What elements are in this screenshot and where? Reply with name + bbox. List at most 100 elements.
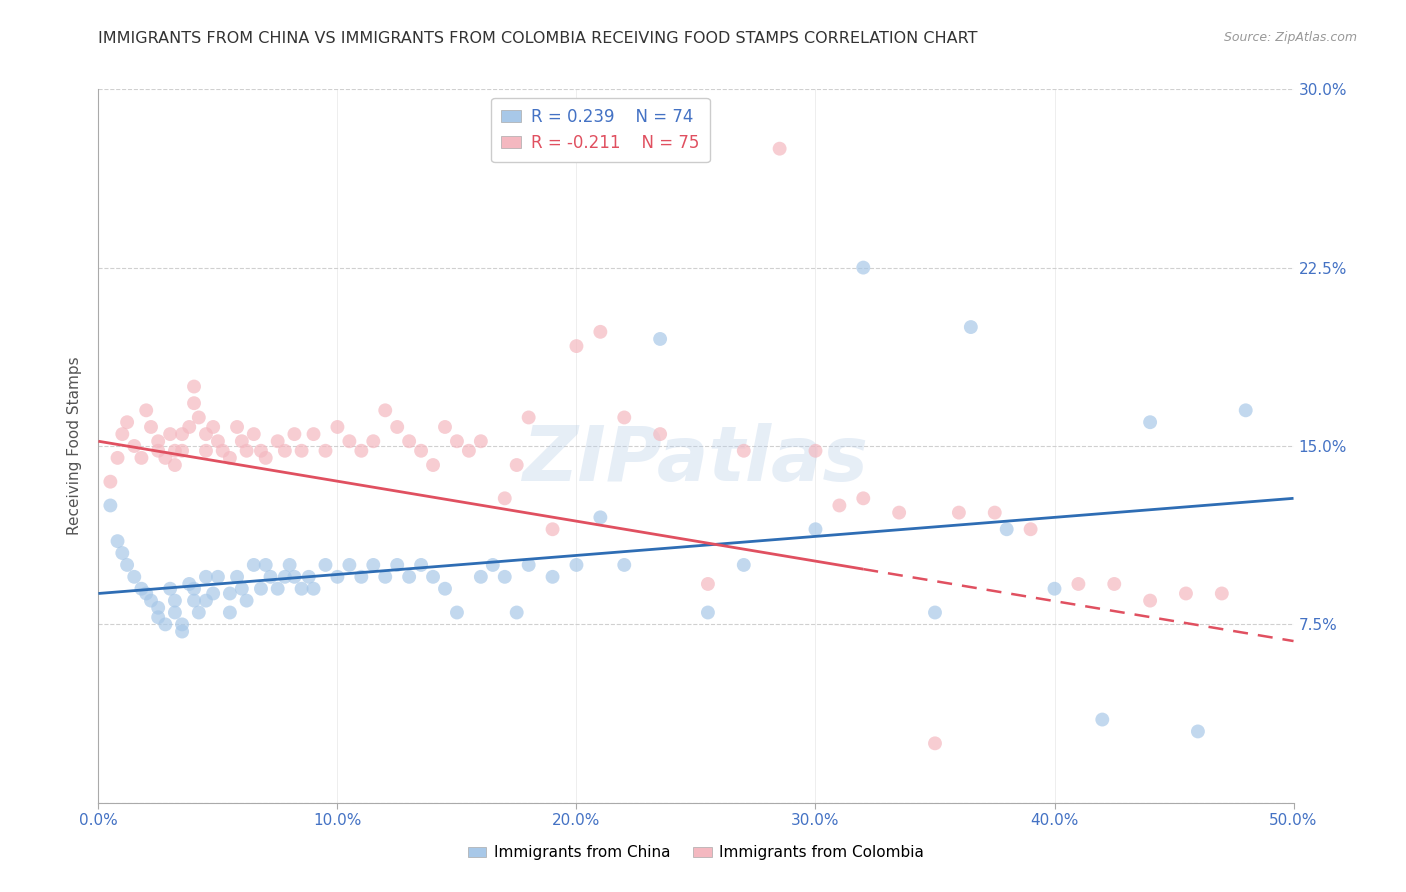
Point	[363, 434, 385, 449]
Point	[326, 570, 349, 584]
Point	[283, 570, 305, 584]
Text: IMMIGRANTS FROM CHINA VS IMMIGRANTS FROM COLOMBIA RECEIVING FOOD STAMPS CORRELAT: IMMIGRANTS FROM CHINA VS IMMIGRANTS FROM…	[98, 31, 979, 46]
Point	[172, 624, 194, 639]
Point	[111, 427, 134, 442]
Point	[183, 582, 205, 596]
Point	[613, 410, 636, 425]
Point	[163, 593, 186, 607]
Point	[131, 450, 153, 465]
Point	[194, 570, 218, 584]
Point	[115, 558, 138, 572]
Point	[267, 582, 290, 596]
Text: ZIPatlas: ZIPatlas	[523, 424, 869, 497]
Point	[1175, 586, 1198, 600]
Point	[107, 450, 129, 465]
Point	[155, 450, 177, 465]
Point	[1102, 577, 1125, 591]
Point	[211, 443, 233, 458]
Point	[374, 403, 396, 417]
Point	[948, 506, 970, 520]
Point	[179, 420, 201, 434]
Point	[291, 582, 314, 596]
Point	[959, 320, 981, 334]
Point	[984, 506, 1007, 520]
Point	[202, 420, 225, 434]
Point	[159, 582, 181, 596]
Point	[278, 558, 301, 572]
Point	[124, 439, 146, 453]
Point	[1091, 713, 1114, 727]
Point	[733, 558, 755, 572]
Point	[183, 379, 205, 393]
Point	[422, 570, 444, 584]
Point	[648, 332, 672, 346]
Point	[235, 443, 257, 458]
Point	[374, 570, 396, 584]
Point	[1139, 593, 1161, 607]
Point	[648, 427, 672, 442]
Point	[207, 570, 229, 584]
Point	[411, 443, 433, 458]
Text: Source: ZipAtlas.com: Source: ZipAtlas.com	[1223, 31, 1357, 45]
Point	[155, 617, 177, 632]
Point	[98, 499, 122, 513]
Point	[298, 570, 321, 584]
Point	[506, 606, 529, 620]
Point	[315, 558, 337, 572]
Point	[148, 443, 170, 458]
Point	[254, 558, 277, 572]
Point	[422, 458, 444, 472]
Point	[339, 434, 360, 449]
Point	[148, 600, 170, 615]
Point	[350, 570, 373, 584]
Point	[613, 558, 636, 572]
Point	[363, 558, 385, 572]
Point	[1067, 577, 1090, 591]
Point	[481, 558, 505, 572]
Point	[541, 570, 564, 584]
Point	[565, 558, 588, 572]
Point	[274, 570, 297, 584]
Point	[148, 610, 170, 624]
Point	[995, 522, 1018, 536]
Point	[148, 434, 170, 449]
Point	[446, 434, 468, 449]
Point	[250, 443, 273, 458]
Point	[398, 434, 420, 449]
Point	[115, 415, 138, 429]
Point	[398, 570, 420, 584]
Point	[172, 443, 194, 458]
Point	[302, 582, 325, 596]
Point	[924, 736, 946, 750]
Point	[1187, 724, 1209, 739]
Point	[1019, 522, 1042, 536]
Point	[194, 443, 218, 458]
Point	[697, 606, 720, 620]
Point	[226, 570, 249, 584]
Point	[470, 434, 492, 449]
Point	[124, 570, 146, 584]
Point	[804, 522, 827, 536]
Point	[163, 443, 186, 458]
Point	[187, 606, 209, 620]
Point	[589, 325, 612, 339]
Point	[1139, 415, 1161, 429]
Point	[411, 558, 433, 572]
Point	[446, 606, 468, 620]
Point	[589, 510, 612, 524]
Point	[283, 427, 305, 442]
Point	[183, 593, 205, 607]
Point	[291, 443, 314, 458]
Point	[506, 458, 529, 472]
Point	[135, 403, 157, 417]
Point	[852, 260, 875, 275]
Point	[219, 606, 242, 620]
Point	[179, 577, 201, 591]
Point	[243, 558, 266, 572]
Point	[433, 582, 456, 596]
Point	[697, 577, 720, 591]
Point	[733, 443, 755, 458]
Point	[98, 475, 122, 489]
Point	[1234, 403, 1257, 417]
Point	[235, 593, 257, 607]
